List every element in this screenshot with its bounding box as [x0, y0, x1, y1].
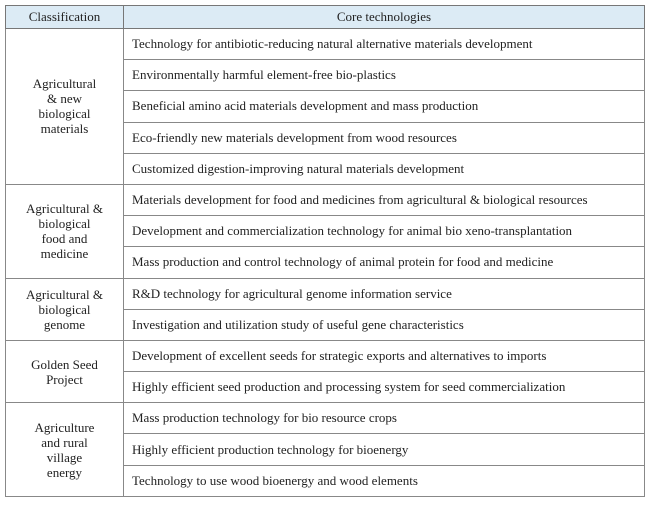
classification-line: food and [41, 231, 88, 247]
technology-cell: Environmentally harmful element-free bio… [123, 59, 645, 92]
technology-cell: Development and commercialization techno… [123, 215, 645, 248]
table-row: Technology to use wood bioenergy and woo… [6, 464, 645, 497]
table-row: Highly efficient seed production and pro… [6, 371, 645, 404]
classification-line: Agriculture [34, 419, 95, 435]
classification-cell: Agricultural & biological food and medicine [5, 183, 124, 279]
table-row: Highly efficient production technology f… [6, 433, 645, 466]
table-row: Agricultural & new biological materials Tech… [5, 27, 645, 185]
technology-cell: Mass production technology for bio resou… [123, 402, 645, 435]
table-row: Agricultural & biological genome R&D techno… [5, 277, 645, 341]
technology-cell: Customized digestion-improving natural m… [123, 152, 645, 185]
classification-line: & new [46, 91, 83, 107]
technology-table: Classification Core technologies Agricul… [5, 5, 645, 497]
classification-line: Project [46, 371, 83, 387]
classification-cell: Agricultural & biological genome [5, 277, 124, 341]
classification-line: and rural [41, 434, 88, 450]
header-cell: Classification [5, 5, 124, 29]
classification-line: Agricultural & [26, 201, 103, 217]
technology-cell: Beneficial amino acid materials developm… [123, 90, 645, 123]
header-row: Classification Core technologies [5, 5, 645, 29]
classification-line: Agricultural [32, 76, 97, 92]
table-row: Golden Seed Project Development of excelle… [5, 339, 645, 404]
classification-line: Agricultural & [26, 286, 103, 302]
table-row: Agriculture and rural village energy Mass pr… [5, 402, 645, 497]
classification-line: biological [38, 216, 91, 232]
technology-cell: Materials development for food and medic… [123, 183, 645, 217]
technology-cell: Technology for antibiotic-reducing natur… [123, 27, 645, 61]
technology-cell: Eco-friendly new materials development f… [123, 121, 645, 154]
table-row: Customized digestion-improving natural m… [6, 152, 645, 185]
table-row: Investigation and utilization study of u… [6, 308, 645, 341]
header-cell: Core technologies [123, 5, 645, 29]
technology-cell: R&D technology for agricultural genome i… [123, 277, 645, 310]
table-body: Agricultural & new biological materials Tech… [5, 27, 645, 497]
classification-cell: Agriculture and rural village energy [5, 402, 124, 497]
classification-line: biological [38, 106, 91, 122]
classification-line: Golden Seed [31, 356, 98, 372]
table-row: Environmentally harmful element-free bio… [6, 59, 645, 92]
classification-line: materials [40, 121, 89, 137]
technology-cell: Technology to use wood bioenergy and woo… [123, 464, 645, 497]
table-row: Beneficial amino acid materials developm… [6, 90, 645, 123]
classification-line: medicine [40, 246, 89, 262]
classification-cell: Agricultural & new biological materials [5, 28, 124, 185]
technology-cell: Development of excellent seeds for strat… [123, 339, 645, 373]
classification-cell: Golden Seed Project [5, 339, 124, 404]
classification-line: biological [38, 301, 91, 317]
technology-cell: Highly efficient production technology f… [123, 433, 645, 466]
table-row: Development and commercialization techno… [6, 215, 645, 248]
technology-cell: Mass production and control technology o… [123, 246, 645, 279]
classification-line: village [46, 449, 83, 465]
classification-line: energy [46, 464, 83, 480]
classification-line: genome [43, 316, 86, 332]
table-row: Agricultural & biological food and medicine… [5, 183, 645, 279]
table-row: Mass production and control technology o… [6, 246, 645, 279]
technology-cell: Highly efficient seed production and pro… [123, 371, 645, 404]
technology-cell: Investigation and utilization study of u… [123, 308, 645, 341]
